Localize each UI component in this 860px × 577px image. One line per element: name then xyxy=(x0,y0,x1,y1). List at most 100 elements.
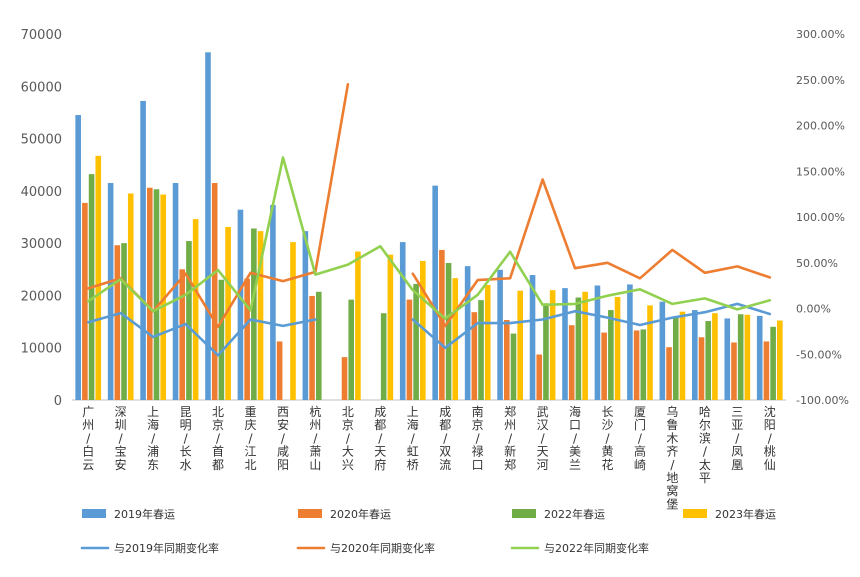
left-axis-tick-label: 20000 xyxy=(21,289,62,304)
bar-1-4 xyxy=(172,183,179,400)
bar-4-10 xyxy=(387,254,394,400)
left-axis-tick-label: 40000 xyxy=(21,185,62,200)
bar-4-3 xyxy=(160,194,166,400)
category-label: 北京/大兴 xyxy=(342,405,354,472)
bar-3-9 xyxy=(348,299,355,400)
right-axis-tick-label: 200.00% xyxy=(796,120,845,133)
legend-label: 2020年春运 xyxy=(330,507,391,521)
bar-1-15 xyxy=(529,275,536,400)
bar-3-22 xyxy=(770,326,776,400)
bar-1-22 xyxy=(756,315,763,400)
bar-1-19 xyxy=(659,301,666,400)
bar-3-12 xyxy=(445,263,452,400)
bar-4-2 xyxy=(127,193,134,400)
bar-3-10 xyxy=(380,313,387,400)
bar-2-3 xyxy=(146,187,153,400)
bar-2-15 xyxy=(536,354,543,400)
right-axis-tick-label: -100.00% xyxy=(796,394,849,407)
bar-3-13 xyxy=(478,300,484,400)
bar-4-18 xyxy=(647,305,653,400)
category-label: 重庆/江北 xyxy=(244,405,256,472)
bar-3-15 xyxy=(543,303,549,400)
category-label: 哈尔滨/太平 xyxy=(699,405,711,485)
bar-1-12 xyxy=(432,185,438,400)
legend-label: 与2022年同期变化率 xyxy=(544,541,649,555)
bar-3-14 xyxy=(510,333,517,400)
bar-2-2 xyxy=(114,245,121,400)
category-label: 上海/浦东 xyxy=(147,405,159,472)
bar-2-21 xyxy=(731,342,737,400)
bar-3-3 xyxy=(153,189,160,400)
legend-swatch-bar-1 xyxy=(82,509,106,518)
bar-4-5 xyxy=(225,226,231,400)
bar-4-14 xyxy=(517,290,523,400)
bar-1-2 xyxy=(107,183,114,400)
line-series-1 xyxy=(86,302,772,357)
bar-1-21 xyxy=(724,318,731,400)
legend-label: 2022年春运 xyxy=(544,507,605,521)
bar-1-16 xyxy=(562,288,568,400)
bar-4-19 xyxy=(679,311,686,400)
bar-4-7 xyxy=(290,242,296,400)
right-axis-tick-label: 100.00% xyxy=(796,211,845,224)
bar-1-14 xyxy=(497,269,503,400)
bar-1-17 xyxy=(594,285,601,400)
bar-2-9 xyxy=(341,357,348,400)
category-label: 杭州/萧山 xyxy=(309,404,321,472)
right-axis-tick-label: 250.00% xyxy=(796,74,845,87)
left-axis-tick-label: 0 xyxy=(54,394,62,409)
bar-3-6 xyxy=(251,228,257,400)
bar-4-9 xyxy=(355,251,361,400)
bar-2-4 xyxy=(179,269,186,400)
bar-2-7 xyxy=(276,341,283,400)
bar-2-1 xyxy=(82,202,88,400)
bar-4-20 xyxy=(712,313,718,400)
bar-2-14 xyxy=(503,320,510,400)
bar-4-11 xyxy=(420,260,426,400)
bar-1-1 xyxy=(75,115,81,401)
legend-swatch-bar-3 xyxy=(512,509,536,518)
right-axis-tick-label: 300.00% xyxy=(796,28,845,41)
bar-4-6 xyxy=(257,231,264,400)
legend-label: 2019年春运 xyxy=(114,507,175,521)
right-axis-tick-label: -50.00% xyxy=(796,348,842,361)
bar-1-5 xyxy=(205,52,211,401)
bar-4-4 xyxy=(192,219,199,400)
left-axis-tick-label: 60000 xyxy=(21,80,62,95)
category-label: 乌鲁木齐/地窝堡 xyxy=(666,404,678,511)
bar-4-21 xyxy=(744,314,751,400)
bar-2-18 xyxy=(633,330,640,400)
bar-1-11 xyxy=(399,242,406,400)
line-series-3 xyxy=(86,156,772,320)
bar-1-6 xyxy=(237,209,244,400)
bar-4-13 xyxy=(484,284,491,400)
bar-3-19 xyxy=(672,316,679,400)
category-label: 南京/禄口 xyxy=(472,404,484,472)
legend-label: 与2020年同期变化率 xyxy=(330,541,435,555)
bar-2-16 xyxy=(568,325,575,400)
left-axis-tick-label: 50000 xyxy=(21,133,62,148)
category-label: 深圳/宝安 xyxy=(115,405,127,472)
left-axis-tick-label: 70000 xyxy=(21,28,62,43)
bar-3-21 xyxy=(737,314,744,400)
bar-4-15 xyxy=(549,290,556,400)
bar-3-11 xyxy=(413,283,419,400)
category-label: 海口/美兰 xyxy=(569,404,581,472)
bar-2-17 xyxy=(601,332,607,400)
bar-3-4 xyxy=(186,241,192,400)
legend-swatch-bar-4 xyxy=(683,509,707,518)
right-axis-tick-label: 50.00% xyxy=(796,257,838,270)
bar-1-3 xyxy=(140,100,146,400)
legend-label: 2023年春运 xyxy=(715,507,776,521)
category-label: 长沙/黄花 xyxy=(601,405,613,472)
bar-3-5 xyxy=(218,279,225,400)
category-label: 成都/双流 xyxy=(439,405,451,472)
category-label: 三亚/凤凰 xyxy=(731,405,743,472)
bar-3-20 xyxy=(705,321,712,400)
category-label: 厦门/高崎 xyxy=(634,405,646,472)
bar-2-6 xyxy=(244,278,250,400)
bar-3-8 xyxy=(315,291,322,400)
bar-4-17 xyxy=(614,296,621,400)
